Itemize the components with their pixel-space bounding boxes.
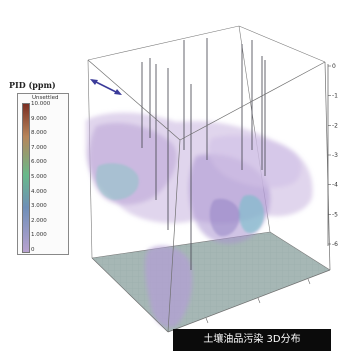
legend-tick-label: 7.000 [31,144,47,151]
legend-tick-labels: 10.000 9.000 8.000 7.000 6.000 5.000 4.000 3.00… [31,101,67,253]
legend-panel: Unsettled 10.000 9.000 8.000 7.000 6.000 5.00… [17,93,69,255]
floor-ticks [205,278,311,324]
legend-unit: Unsettled [32,95,59,101]
legend-tick-label: 9.000 [31,115,47,122]
color-legend: PID (ppm) Unsettled 10.000 9.000 8.000 7.00… [9,80,69,256]
legend-tick-label: 1.000 [31,232,47,239]
legend-color-bar [22,103,30,253]
depth-axis: 0 -1 -2 -3 -4 -5 -6 [327,63,338,248]
depth-tick-label: -2 [332,122,338,129]
legend-tick-label: 4.000 [31,188,47,195]
bounding-box-front-edges [87,59,331,333]
plume-core [95,163,264,237]
legend-title: PID (ppm) [9,80,56,90]
depth-tick-label: -1 [332,93,338,100]
legend-tick-label: 2.000 [31,217,47,224]
legend-tick-label: 6.000 [31,159,47,166]
legend-tick-label: 8.000 [31,130,47,137]
depth-tick-label: -6 [332,241,338,248]
depth-tick-label: -5 [332,211,338,218]
figure-caption: 土壤油品污染 3D分布 [173,329,331,351]
legend-tick-label: 10.000 [31,101,51,107]
depth-tick-label: 0 [332,63,336,70]
orientation-arrow-icon[interactable] [90,79,122,95]
floor-plane [92,232,330,332]
legend-tick-label: 3.000 [31,203,47,210]
depth-tick-label: -3 [332,152,338,159]
depth-tick-label: -4 [332,182,338,189]
legend-tick-label: 5.000 [31,174,47,180]
legend-tick-label: 0 [31,247,35,253]
